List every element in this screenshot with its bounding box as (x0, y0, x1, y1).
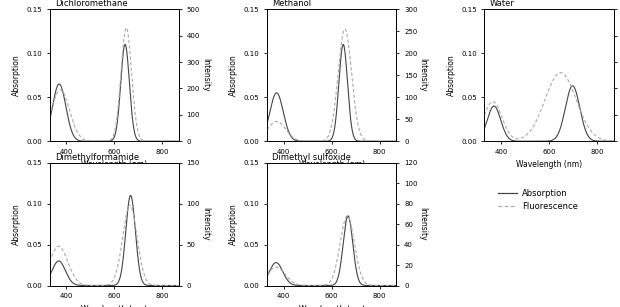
Text: Water: Water (490, 0, 515, 8)
Y-axis label: Intensity: Intensity (418, 58, 427, 92)
X-axis label: Wavelength (nm): Wavelength (nm) (81, 305, 148, 307)
Y-axis label: Intensity: Intensity (201, 207, 210, 241)
X-axis label: Wavelength (nm): Wavelength (nm) (516, 161, 582, 169)
Text: Dimethyl sulfoxide: Dimethyl sulfoxide (272, 153, 351, 162)
Y-axis label: Absorption: Absorption (12, 54, 20, 96)
Y-axis label: Absorption: Absorption (229, 203, 238, 245)
X-axis label: Wavelength (nm): Wavelength (nm) (299, 161, 365, 169)
Y-axis label: Intensity: Intensity (418, 207, 427, 241)
X-axis label: Wavelength (nm): Wavelength (nm) (299, 305, 365, 307)
Text: Methanol: Methanol (272, 0, 311, 8)
Y-axis label: Absorption: Absorption (446, 54, 456, 96)
Legend: Absorption, Fluorescence: Absorption, Fluorescence (495, 185, 581, 214)
Y-axis label: Intensity: Intensity (201, 58, 210, 92)
Y-axis label: Absorption: Absorption (229, 54, 238, 96)
Text: Dichloromethane: Dichloromethane (55, 0, 127, 8)
Text: Dimethylformamide: Dimethylformamide (55, 153, 139, 162)
X-axis label: Wavelength (nm): Wavelength (nm) (81, 161, 148, 169)
Y-axis label: Absorption: Absorption (12, 203, 20, 245)
